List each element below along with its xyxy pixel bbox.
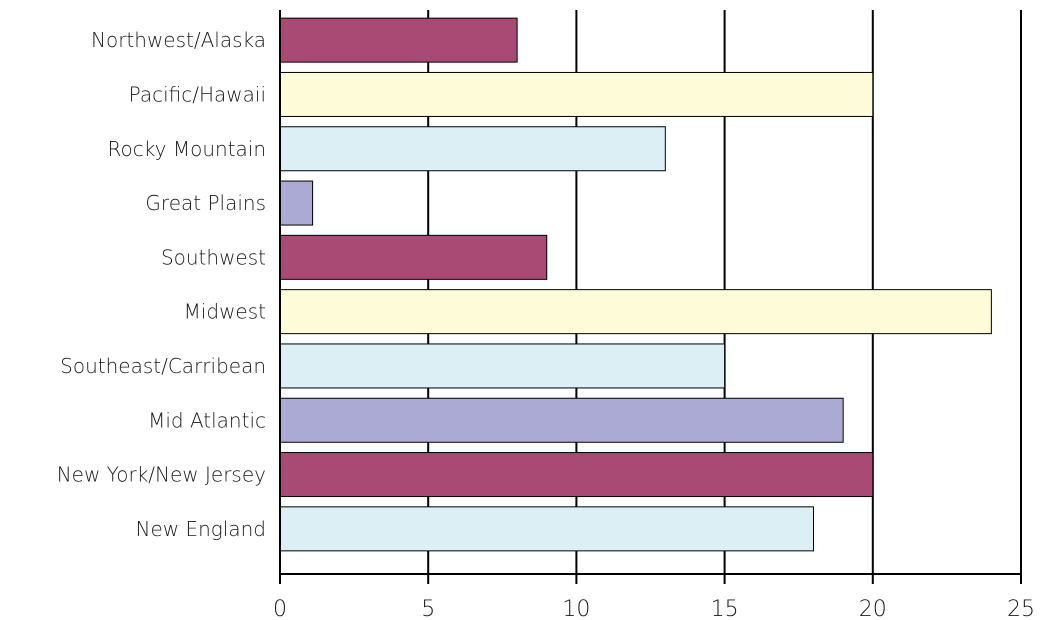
category-label: Northwest/Alaska: [91, 28, 266, 52]
category-label: Midwest: [184, 300, 266, 324]
category-label: Mid Atlantic: [148, 408, 266, 432]
bar: [279, 289, 992, 335]
category-label: New England: [136, 517, 266, 541]
bar: [279, 506, 815, 552]
x-tick-labels: 0 5 10 15 20 25: [273, 597, 1035, 620]
bar: [279, 343, 726, 389]
category-labels: Northwest/Alaska Pacific/Hawaii Rocky Moun…: [57, 28, 266, 541]
bar: [279, 126, 666, 172]
category-label: Great Plains: [145, 191, 266, 215]
bar: [279, 71, 874, 117]
x-tick-label: 20: [859, 597, 887, 620]
category-label: New York/New Jersey: [57, 463, 266, 487]
x-tick-label: 25: [1007, 597, 1035, 620]
x-tick-label: 15: [711, 597, 739, 620]
category-label: Southwest: [161, 245, 266, 269]
bar: [279, 234, 548, 280]
x-tick-label: 0: [273, 597, 287, 620]
bar: [279, 397, 844, 443]
axes: [279, 10, 1022, 584]
bar: [279, 452, 874, 498]
bar: [279, 17, 518, 63]
x-tick-label: 5: [421, 597, 435, 620]
x-tick-label: 10: [562, 597, 590, 620]
category-label: Rocky Mountain: [108, 137, 266, 161]
category-label: Pacific/Hawaii: [129, 82, 266, 106]
category-label: Southeast/Carribean: [60, 354, 266, 378]
bars: [279, 17, 992, 552]
bar: [279, 180, 314, 226]
